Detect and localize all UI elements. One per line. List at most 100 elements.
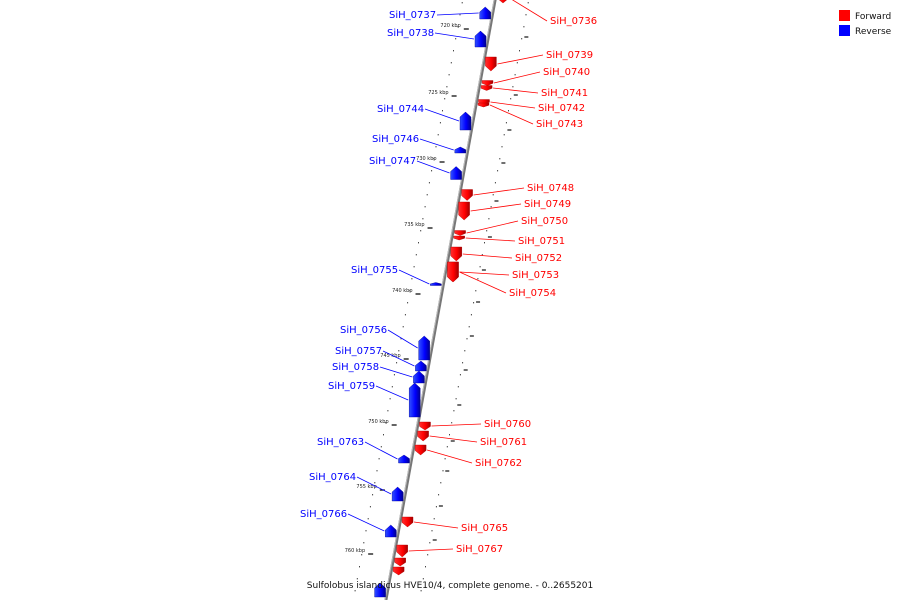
gene-label-sih-0744[interactable]: SiH_0744 <box>377 104 424 115</box>
gene-labels: SiH_0736 SiH_0737 SiH_0738 SiH_0739 SiH_0740… <box>300 0 597 555</box>
reverse-gene-arrow <box>418 335 430 361</box>
gene-label-sih-0766[interactable]: SiH_0766 <box>300 509 347 520</box>
gene-label-sih-0763[interactable]: SiH_0763 <box>317 437 364 448</box>
scale-ticks: 720 kbp 725 kbp 730 kbp 735 kbp 740 kbp 745 k… <box>345 23 529 555</box>
forward-gene-arrow <box>447 261 459 283</box>
guide-lines <box>354 2 529 592</box>
guide-dot <box>488 218 490 220</box>
gene-label-sih-0754[interactable]: SiH_0754 <box>509 288 556 299</box>
guide-dot <box>391 386 393 388</box>
guide-dot <box>514 74 516 76</box>
guide-dot <box>494 182 496 184</box>
guide-dot <box>475 290 477 292</box>
guide-dot <box>512 86 514 88</box>
reverse-gene-arrow <box>413 370 425 384</box>
guide-dot <box>356 578 358 580</box>
gene-label-sih-0756[interactable]: SiH_0756 <box>340 325 387 336</box>
guide-dot <box>464 350 466 352</box>
gene-label-sih-0748[interactable]: SiH_0748 <box>527 183 574 194</box>
guide-dot <box>425 566 426 568</box>
gene-features <box>374 0 507 598</box>
guide-dot <box>497 170 499 172</box>
gene-label-sih-0762[interactable]: SiH_0762 <box>475 458 522 469</box>
gene-connector <box>493 87 539 94</box>
gene-label-sih-0752[interactable]: SiH_0752 <box>515 253 562 264</box>
gene-label-sih-0742[interactable]: SiH_0742 <box>538 103 585 114</box>
legend-swatch-reverse <box>839 25 850 36</box>
reverse-gene-arrow <box>430 282 442 286</box>
gene-label-sih-0765[interactable]: SiH_0765 <box>461 523 508 534</box>
reverse-gene-arrow <box>398 454 410 464</box>
guide-dot <box>442 470 444 472</box>
guide-dot <box>433 158 435 160</box>
gene-label-sih-0740[interactable]: SiH_0740 <box>543 67 590 78</box>
gene-label-sih-0759[interactable]: SiH_0759 <box>328 381 375 392</box>
legend-label-forward: Forward <box>855 12 891 22</box>
guide-dot <box>435 146 437 148</box>
guide-dot <box>466 338 468 340</box>
guide-dot <box>407 302 409 304</box>
legend: Forward Reverse <box>839 10 892 37</box>
gene-label-sih-0741[interactable]: SiH_0741 <box>541 88 588 99</box>
guide-dot <box>481 254 483 256</box>
gene-label-sih-0761[interactable]: SiH_0761 <box>480 437 527 448</box>
gene-label-sih-0767[interactable]: SiH_0767 <box>456 544 503 555</box>
gene-label-sih-0739[interactable]: SiH_0739 <box>546 50 593 61</box>
gene-label-sih-0755[interactable]: SiH_0755 <box>351 265 398 276</box>
reverse-gene-arrow <box>454 146 466 154</box>
forward-gene-arrow <box>392 566 405 576</box>
guide-dot <box>363 542 365 544</box>
reverse-gene-arrow <box>374 582 386 598</box>
guide-dot <box>435 506 437 508</box>
gene-label-sih-0743[interactable]: SiH_0743 <box>536 119 583 130</box>
gene-label-sih-0750[interactable]: SiH_0750 <box>521 216 568 227</box>
gene-label-sih-0738[interactable]: SiH_0738 <box>387 28 434 39</box>
guide-dot <box>453 410 455 412</box>
gene-label-sih-0758[interactable]: SiH_0758 <box>332 362 379 373</box>
gene-connector <box>489 104 534 125</box>
guide-dot <box>420 590 422 592</box>
guide-dot <box>451 422 453 424</box>
forward-gene-arrow <box>417 430 429 442</box>
gene-label-sih-0747[interactable]: SiH_0747 <box>369 156 416 167</box>
guide-dot <box>383 434 384 436</box>
forward-gene-arrow <box>499 0 507 4</box>
guide-dot <box>459 14 461 16</box>
guide-dot <box>427 554 429 556</box>
gene-label-sih-0760[interactable]: SiH_0760 <box>484 419 531 430</box>
gene-label-sih-0736[interactable]: SiH_0736 <box>550 16 597 27</box>
guide-dot <box>462 362 464 364</box>
guide-dot <box>523 26 525 28</box>
gene-label-sih-0737[interactable]: SiH_0737 <box>389 10 436 21</box>
forward-gene-arrow <box>401 516 414 528</box>
genome-caption: Sulfolobus islandicus HVE10/4, complete … <box>307 581 593 591</box>
guide-dot <box>404 314 406 316</box>
gene-connector <box>493 71 541 84</box>
guide-dot <box>450 62 452 64</box>
legend-swatch-forward <box>839 10 850 21</box>
tick-label: 755 kbp <box>356 484 376 490</box>
reverse-gene-arrow <box>474 30 487 48</box>
guide-dot <box>431 530 433 532</box>
reverse-gene-arrow <box>415 360 427 372</box>
gene-label-sih-0757[interactable]: SiH_0757 <box>335 346 382 357</box>
gene-label-sih-0753[interactable]: SiH_0753 <box>512 270 559 281</box>
gene-connector <box>356 476 392 495</box>
forward-gene-arrow <box>485 56 497 72</box>
gene-label-sih-0746[interactable]: SiH_0746 <box>372 134 419 145</box>
gene-connector <box>434 32 475 40</box>
gene-connector <box>347 513 385 532</box>
guide-dot <box>449 434 450 436</box>
gene-label-sih-0749[interactable]: SiH_0749 <box>524 199 571 210</box>
gene-label-sih-0751[interactable]: SiH_0751 <box>518 236 565 247</box>
gene-connector <box>387 329 418 349</box>
forward-gene-arrow <box>477 102 490 108</box>
guide-dot <box>393 374 395 376</box>
gene-connector <box>382 350 415 367</box>
guide-dot <box>439 122 441 124</box>
guide-dot <box>374 482 376 484</box>
genome-backbone <box>384 0 497 600</box>
guide-dot <box>442 110 443 112</box>
gene-label-sih-0764[interactable]: SiH_0764 <box>309 472 356 483</box>
guide-dot <box>376 470 378 472</box>
